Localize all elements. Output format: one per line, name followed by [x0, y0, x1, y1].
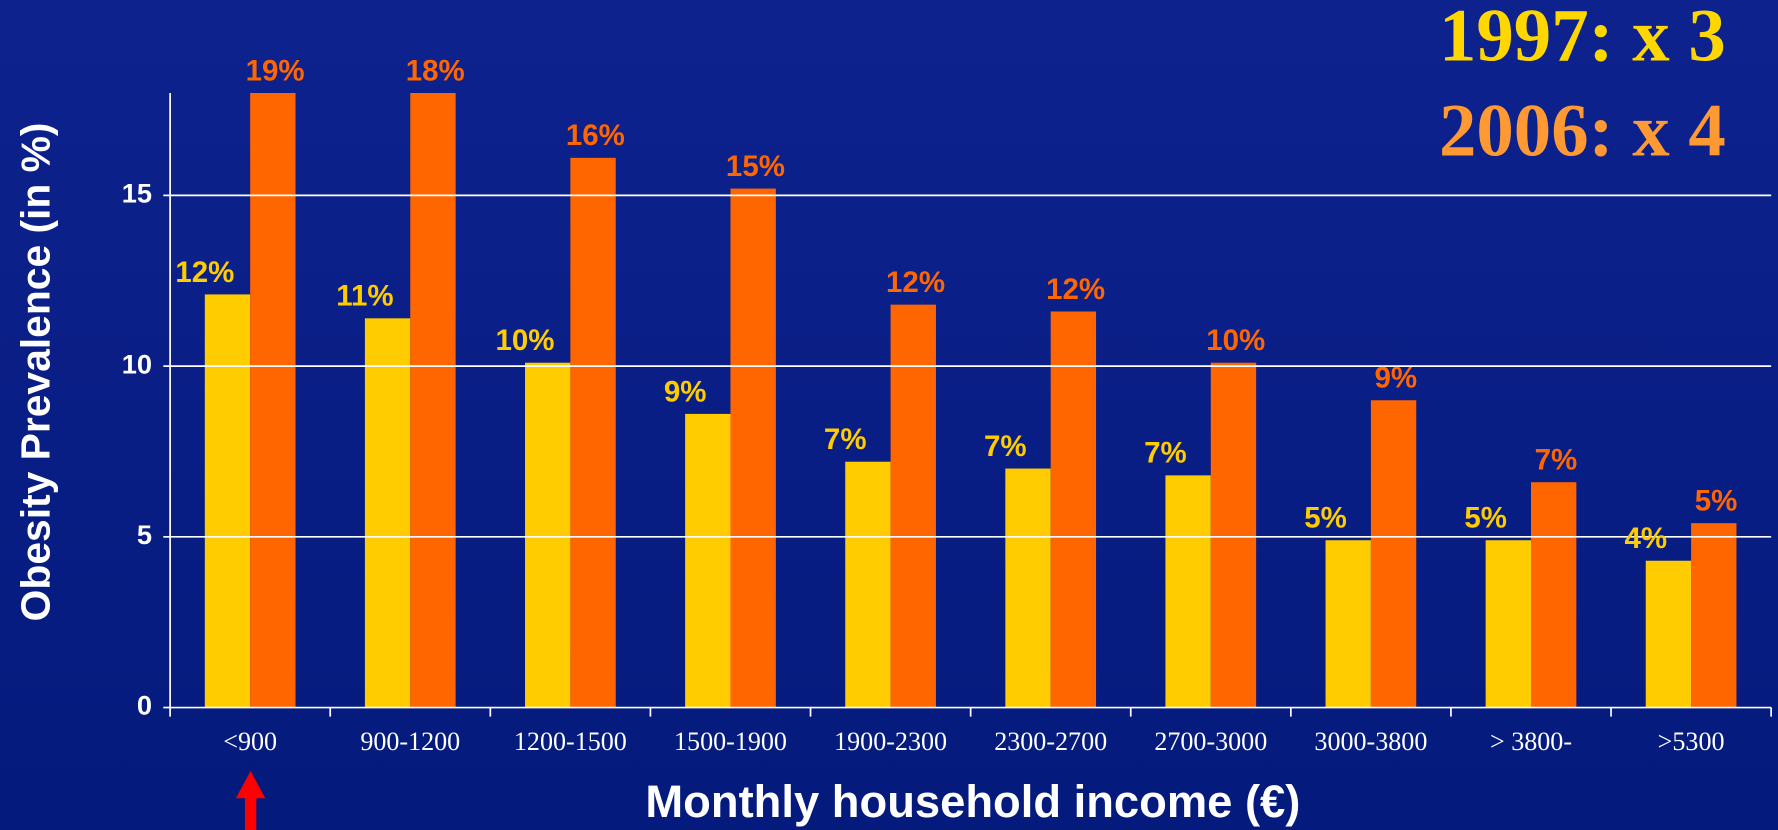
x-tick-label: >5300 — [1658, 727, 1725, 756]
data-label: 12% — [1046, 273, 1105, 306]
data-label: 7% — [1535, 444, 1578, 477]
data-label: 10% — [1206, 324, 1265, 357]
data-label: 9% — [1375, 362, 1418, 395]
bar — [250, 92, 296, 708]
plot-area — [204, 92, 1737, 708]
bar — [1325, 540, 1371, 708]
y-axis-label: Obesity Prevalence (in %) — [12, 122, 58, 621]
bar — [1165, 475, 1211, 708]
data-label: 19% — [246, 54, 305, 87]
x-tick-label: 1900-2300 — [834, 727, 947, 756]
data-label: 4% — [1624, 522, 1667, 555]
bar — [890, 304, 936, 708]
bar — [1645, 560, 1692, 708]
y-tick-label: 10 — [122, 348, 152, 379]
bar — [1370, 400, 1417, 708]
data-label: 12% — [175, 256, 234, 289]
y-tick-label: 0 — [137, 690, 152, 721]
data-label: 7% — [1144, 437, 1187, 470]
bar — [1691, 523, 1737, 708]
data-label: 5% — [1695, 485, 1738, 518]
data-label: 5% — [1304, 502, 1347, 535]
data-label: 15% — [726, 150, 785, 183]
bar — [525, 362, 571, 708]
data-label: 5% — [1464, 502, 1507, 535]
data-label: 18% — [406, 54, 465, 87]
x-tick-label: 1500-1900 — [674, 727, 787, 756]
bar — [1050, 311, 1097, 708]
y-tick-label: 5 — [137, 519, 152, 550]
data-label: 7% — [984, 430, 1027, 463]
annotation: 1997: x 3 — [1439, 0, 1726, 77]
arrow — [235, 771, 266, 830]
x-tick-label: <900 — [223, 727, 277, 756]
data-label: 9% — [664, 375, 707, 408]
bar — [410, 92, 456, 708]
x-tick-label: 3000-3800 — [1314, 727, 1427, 756]
x-tick-label: 1200-1500 — [514, 727, 627, 756]
data-label: 12% — [886, 266, 945, 299]
bar — [570, 157, 616, 708]
annotation: 2006: x 4 — [1439, 90, 1726, 173]
data-label: 16% — [566, 119, 625, 152]
data-label: 11% — [336, 280, 393, 313]
bar — [364, 318, 411, 708]
x-axis-label: Monthly household income (€) — [645, 776, 1300, 827]
bar — [845, 461, 891, 708]
x-tick-label: 900-1200 — [360, 727, 460, 756]
bar — [1210, 362, 1257, 708]
x-tick-label: 2700-3000 — [1154, 727, 1267, 756]
data-label: 7% — [824, 423, 867, 456]
x-tick-label: > 3800- — [1490, 727, 1572, 756]
data-label: 10% — [496, 324, 555, 357]
bar — [204, 294, 251, 708]
bar — [1485, 540, 1532, 708]
bar — [1005, 468, 1051, 708]
y-tick-label: 15 — [122, 178, 152, 209]
bar — [1531, 482, 1577, 708]
x-tick-label: 2300-2700 — [994, 727, 1107, 756]
bar — [730, 188, 776, 708]
bar — [685, 413, 731, 708]
